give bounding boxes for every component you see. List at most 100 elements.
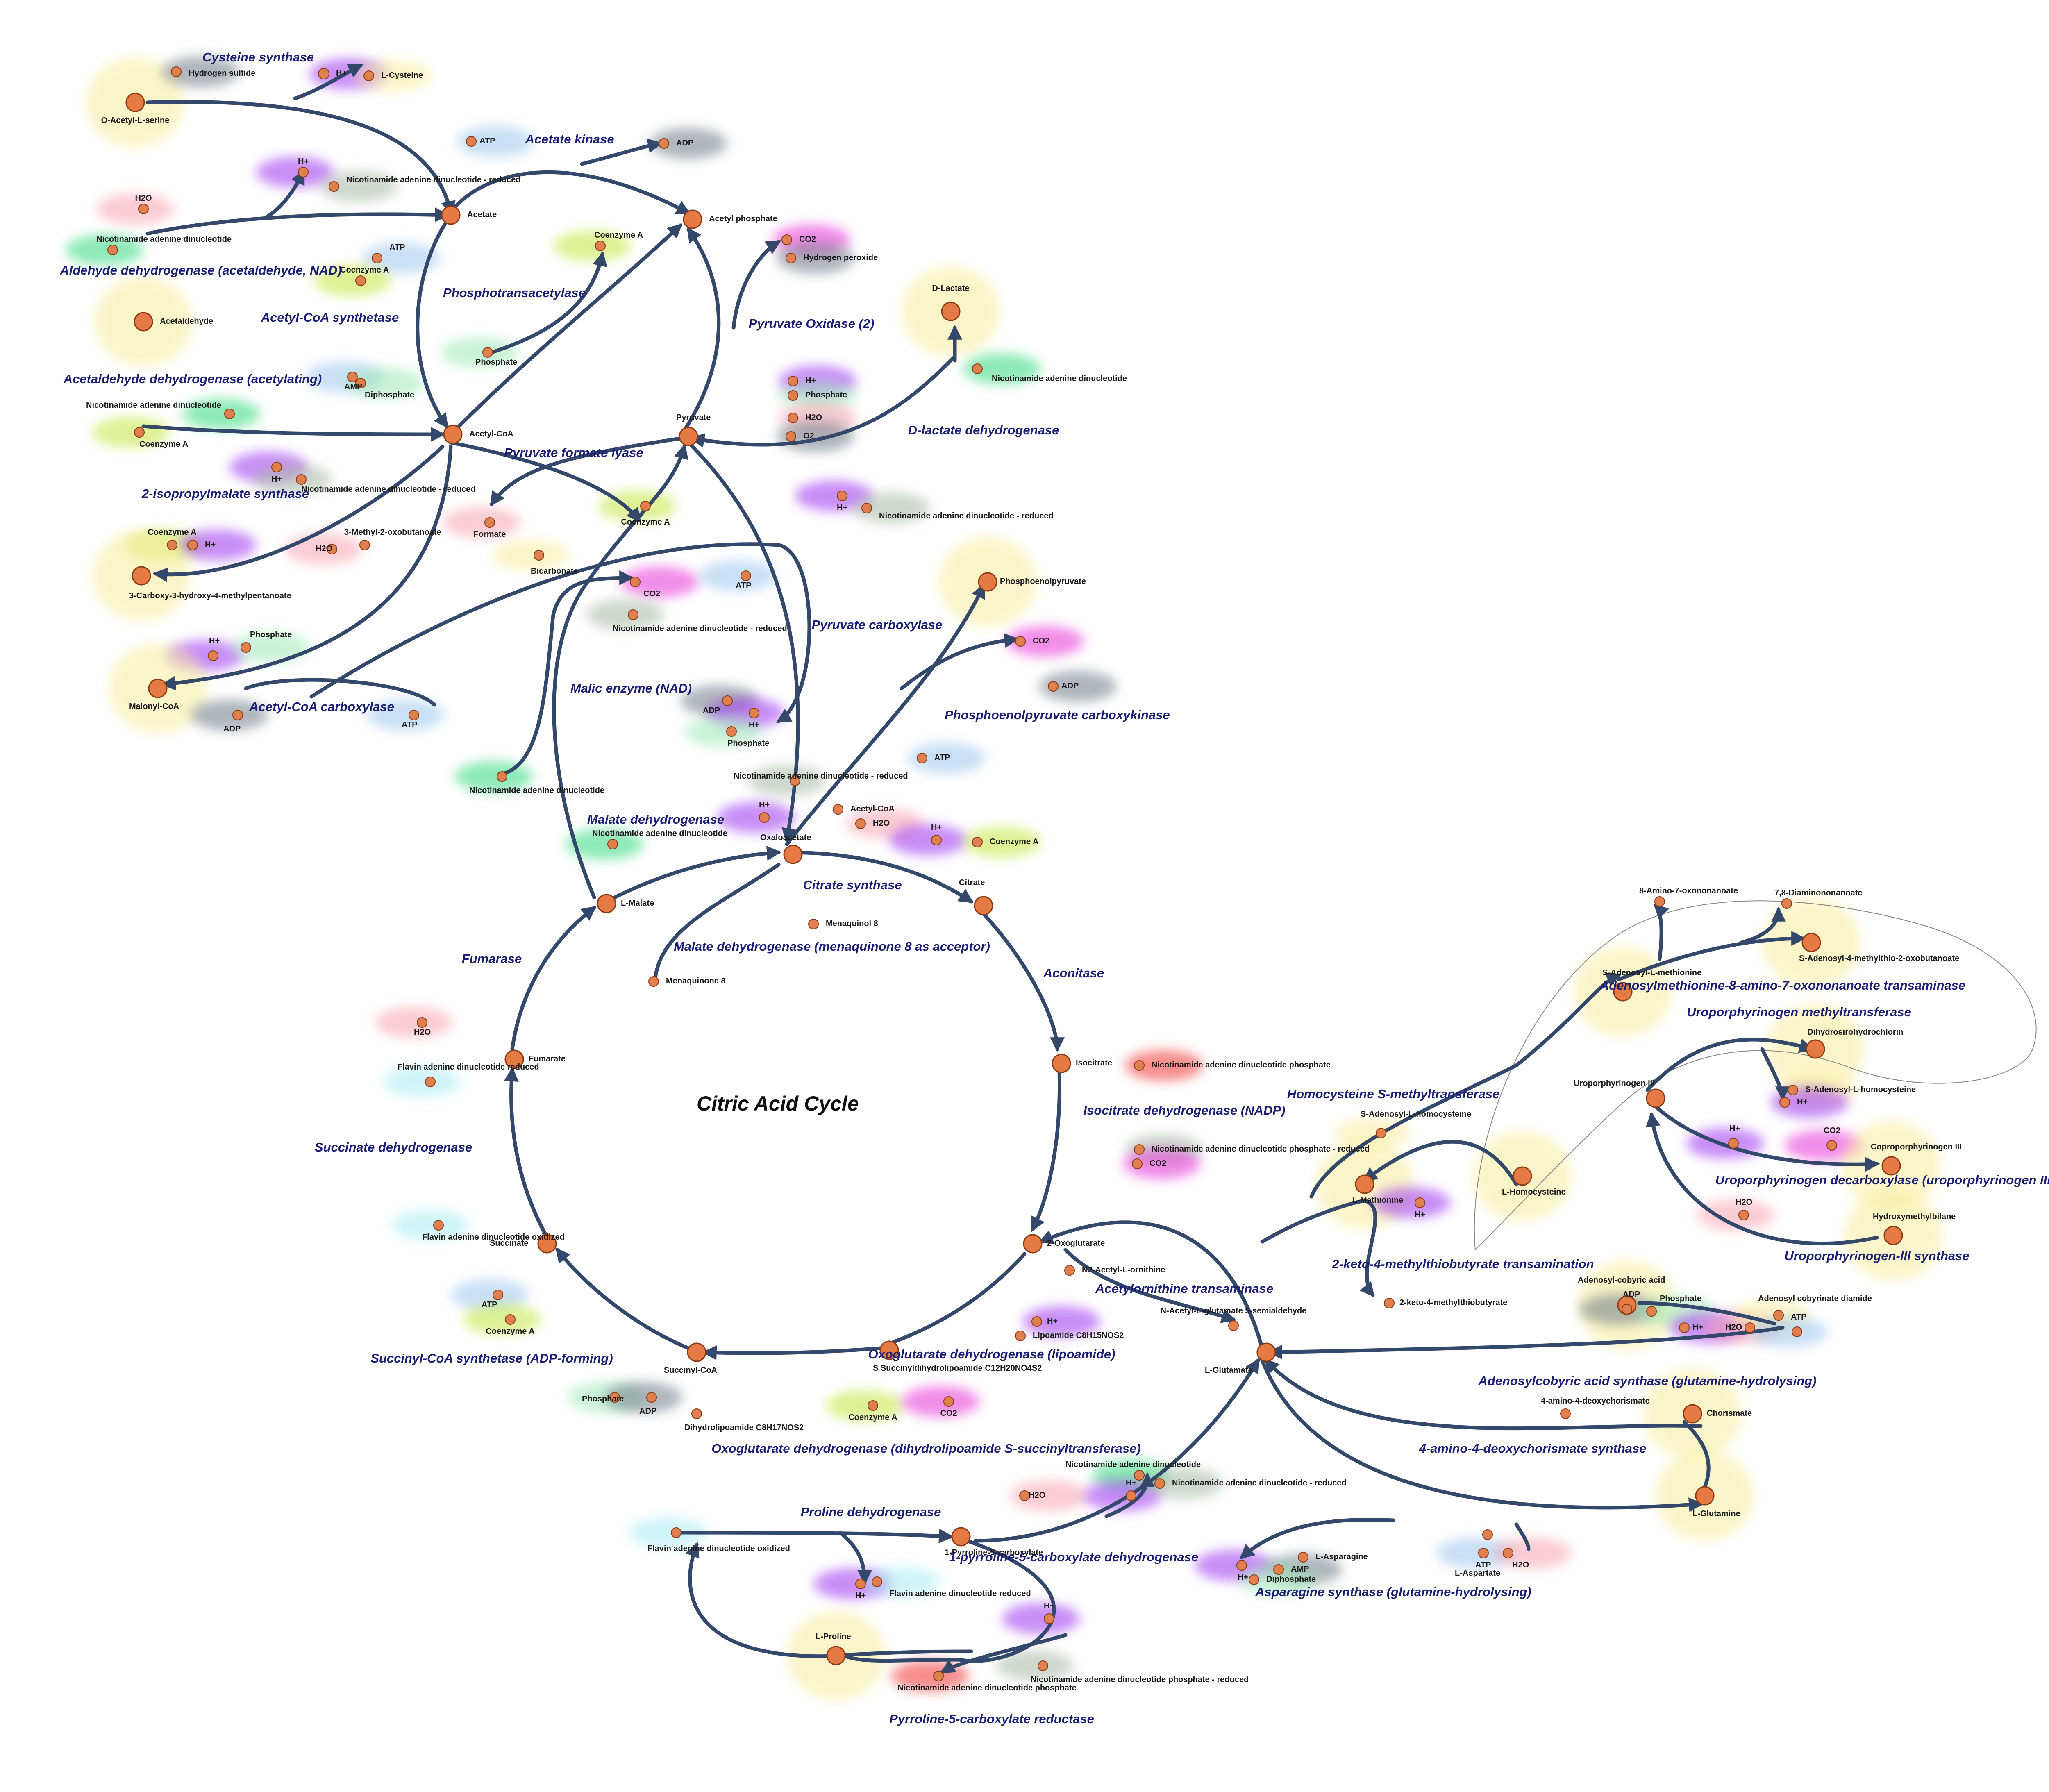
metabolite-node-m86[interactable] bbox=[1015, 1331, 1026, 1341]
metabolite-node-m87[interactable] bbox=[687, 1342, 706, 1362]
metabolite-node-m120[interactable] bbox=[1792, 1326, 1802, 1337]
metabolite-node-m121[interactable] bbox=[1560, 1408, 1571, 1419]
metabolite-node-m128[interactable] bbox=[671, 1527, 681, 1538]
enzyme-label-e32[interactable]: Adenosylcobyric acid synthase (glutamine… bbox=[1478, 1374, 1816, 1388]
metabolite-node-m43[interactable] bbox=[534, 550, 544, 561]
metabolite-node-m61[interactable] bbox=[759, 812, 770, 823]
enzyme-label-e33[interactable]: 4-amino-4-deoxychorismate synthase bbox=[1419, 1441, 1647, 1456]
metabolite-node-m16[interactable] bbox=[595, 241, 606, 251]
enzyme-label-e19[interactable]: Aconitase bbox=[1043, 966, 1104, 980]
metabolite-node-m69[interactable] bbox=[974, 896, 993, 915]
enzyme-label-e15[interactable]: Malate dehydrogenase bbox=[587, 812, 724, 827]
metabolite-node-m100[interactable] bbox=[1613, 982, 1633, 1002]
metabolite-node-m105[interactable] bbox=[1376, 1128, 1386, 1138]
enzyme-label-e18[interactable]: Fumarase bbox=[462, 952, 522, 966]
metabolite-node-m1[interactable] bbox=[125, 93, 145, 112]
enzyme-label-e4[interactable]: Acetyl-CoA synthetase bbox=[261, 310, 399, 325]
metabolite-node-m126[interactable] bbox=[1126, 1490, 1136, 1501]
metabolite-node-m103[interactable] bbox=[1788, 1085, 1798, 1095]
metabolite-node-m93[interactable] bbox=[943, 1396, 954, 1407]
metabolite-node-m85[interactable] bbox=[1031, 1316, 1042, 1327]
metabolite-node-m14[interactable] bbox=[355, 275, 366, 286]
metabolite-node-m137[interactable] bbox=[1503, 1548, 1513, 1558]
metabolite-node-m4[interactable] bbox=[363, 70, 374, 81]
metabolite-node-m99[interactable] bbox=[1801, 933, 1821, 952]
metabolite-node-m94[interactable] bbox=[1228, 1320, 1239, 1331]
enzyme-label-e11[interactable]: Pyruvate carboxylase bbox=[812, 618, 943, 632]
metabolite-node-m76[interactable] bbox=[1134, 1060, 1145, 1071]
metabolite-node-m110[interactable] bbox=[1826, 1140, 1837, 1151]
enzyme-label-e14[interactable]: Phosphoenolpyruvate carboxykinase bbox=[945, 708, 1170, 722]
metabolite-node-m54[interactable] bbox=[1048, 681, 1059, 692]
enzyme-label-e31[interactable]: Uroporphyrinogen-III synthase bbox=[1784, 1249, 1969, 1263]
metabolite-node-m139[interactable] bbox=[826, 1646, 846, 1665]
metabolite-node-m37[interactable] bbox=[640, 501, 651, 511]
metabolite-node-m58[interactable] bbox=[917, 753, 927, 763]
metabolite-node-m92[interactable] bbox=[868, 1400, 878, 1411]
metabolite-node-m78[interactable] bbox=[1132, 1158, 1143, 1169]
metabolite-node-m116[interactable] bbox=[1646, 1306, 1657, 1317]
metabolite-node-m83[interactable] bbox=[493, 1290, 503, 1300]
metabolite-node-m13[interactable] bbox=[372, 253, 382, 263]
metabolite-node-m59[interactable] bbox=[497, 771, 507, 782]
metabolite-node-m49[interactable] bbox=[241, 642, 251, 653]
enzyme-label-e29[interactable]: Homocysteine S-methyltransferase bbox=[1287, 1087, 1500, 1101]
metabolite-node-m51[interactable] bbox=[232, 710, 243, 720]
metabolite-node-m15[interactable] bbox=[134, 312, 153, 332]
metabolite-node-m96[interactable] bbox=[1384, 1298, 1395, 1308]
metabolite-node-m27[interactable] bbox=[679, 427, 698, 446]
enzyme-label-e10[interactable]: 2-isopropylmalate synthase bbox=[141, 486, 309, 501]
metabolite-node-m19[interactable] bbox=[786, 253, 796, 263]
metabolite-node-m65[interactable] bbox=[931, 835, 942, 845]
metabolite-node-m115[interactable] bbox=[1622, 1304, 1632, 1315]
metabolite-node-m52[interactable] bbox=[409, 710, 419, 720]
metabolite-node-m112[interactable] bbox=[1738, 1210, 1749, 1220]
metabolite-node-m6[interactable] bbox=[659, 138, 669, 149]
metabolite-node-m41[interactable] bbox=[359, 540, 370, 550]
enzyme-label-e13[interactable]: Acetyl-CoA carboxylase bbox=[249, 700, 394, 714]
metabolite-node-m125[interactable] bbox=[1019, 1490, 1030, 1501]
metabolite-node-m117[interactable] bbox=[1679, 1322, 1690, 1333]
enzyme-label-e1[interactable]: Cysteine synthase bbox=[202, 50, 314, 64]
metabolite-node-m9[interactable] bbox=[441, 205, 461, 225]
metabolite-node-m7[interactable] bbox=[298, 167, 309, 177]
metabolite-node-m104[interactable] bbox=[1779, 1097, 1790, 1108]
metabolite-node-m53[interactable] bbox=[1015, 636, 1026, 647]
metabolite-node-m106[interactable] bbox=[1355, 1174, 1374, 1194]
metabolite-node-m102[interactable] bbox=[1646, 1088, 1665, 1108]
metabolite-node-m133[interactable] bbox=[1273, 1564, 1284, 1575]
metabolite-node-m33[interactable] bbox=[861, 503, 872, 513]
enzyme-label-e23[interactable]: 2-keto-4-methylthiobutyrate transaminati… bbox=[1331, 1257, 1594, 1271]
metabolite-node-m88[interactable] bbox=[879, 1340, 899, 1360]
enzyme-label-e20[interactable]: Isocitrate dehydrogenase (NADP) bbox=[1084, 1103, 1286, 1117]
metabolite-node-m38[interactable] bbox=[167, 540, 177, 550]
enzyme-label-e30[interactable]: Uroporphyrinogen decarboxylase (uroporph… bbox=[1715, 1173, 2049, 1187]
enzyme-label-e36[interactable]: Asparagine synthase (glutamine-hydrolysi… bbox=[1255, 1585, 1531, 1599]
metabolite-node-m84[interactable] bbox=[505, 1314, 516, 1325]
metabolite-node-m91[interactable] bbox=[691, 1408, 702, 1419]
metabolite-node-m55[interactable] bbox=[722, 695, 733, 706]
metabolite-node-m138[interactable] bbox=[1482, 1529, 1493, 1540]
metabolite-node-m11[interactable] bbox=[138, 204, 149, 214]
metabolite-node-m79[interactable] bbox=[433, 1220, 444, 1231]
metabolite-node-m23[interactable] bbox=[972, 363, 983, 374]
metabolite-node-m109[interactable] bbox=[1728, 1138, 1739, 1149]
enzyme-label-e7[interactable]: Acetaldehyde dehydrogenase (acetylating) bbox=[63, 372, 322, 386]
metabolite-node-m10[interactable] bbox=[683, 209, 702, 229]
metabolite-node-m12[interactable] bbox=[107, 245, 118, 255]
metabolite-node-m71[interactable] bbox=[648, 976, 659, 987]
metabolite-node-m2[interactable] bbox=[171, 66, 182, 77]
metabolite-node-m127[interactable] bbox=[1154, 1478, 1165, 1489]
metabolite-node-m18[interactable] bbox=[781, 234, 792, 245]
metabolite-node-m82[interactable] bbox=[1064, 1265, 1075, 1276]
metabolite-node-m3[interactable] bbox=[318, 68, 329, 79]
enzyme-label-e26[interactable]: Oxoglutarate dehydrogenase (dihydrolipoa… bbox=[711, 1441, 1140, 1456]
metabolite-node-m40[interactable] bbox=[327, 544, 337, 554]
metabolite-node-m81[interactable] bbox=[1023, 1234, 1043, 1254]
metabolite-node-m140[interactable] bbox=[1044, 1613, 1054, 1624]
metabolite-node-m36[interactable] bbox=[484, 517, 495, 528]
metabolite-node-m32[interactable] bbox=[837, 491, 847, 501]
metabolite-node-m63[interactable] bbox=[607, 839, 618, 849]
metabolite-node-m56[interactable] bbox=[749, 708, 759, 718]
enzyme-label-e24[interactable]: Succinyl-CoA synthetase (ADP-forming) bbox=[370, 1351, 613, 1365]
